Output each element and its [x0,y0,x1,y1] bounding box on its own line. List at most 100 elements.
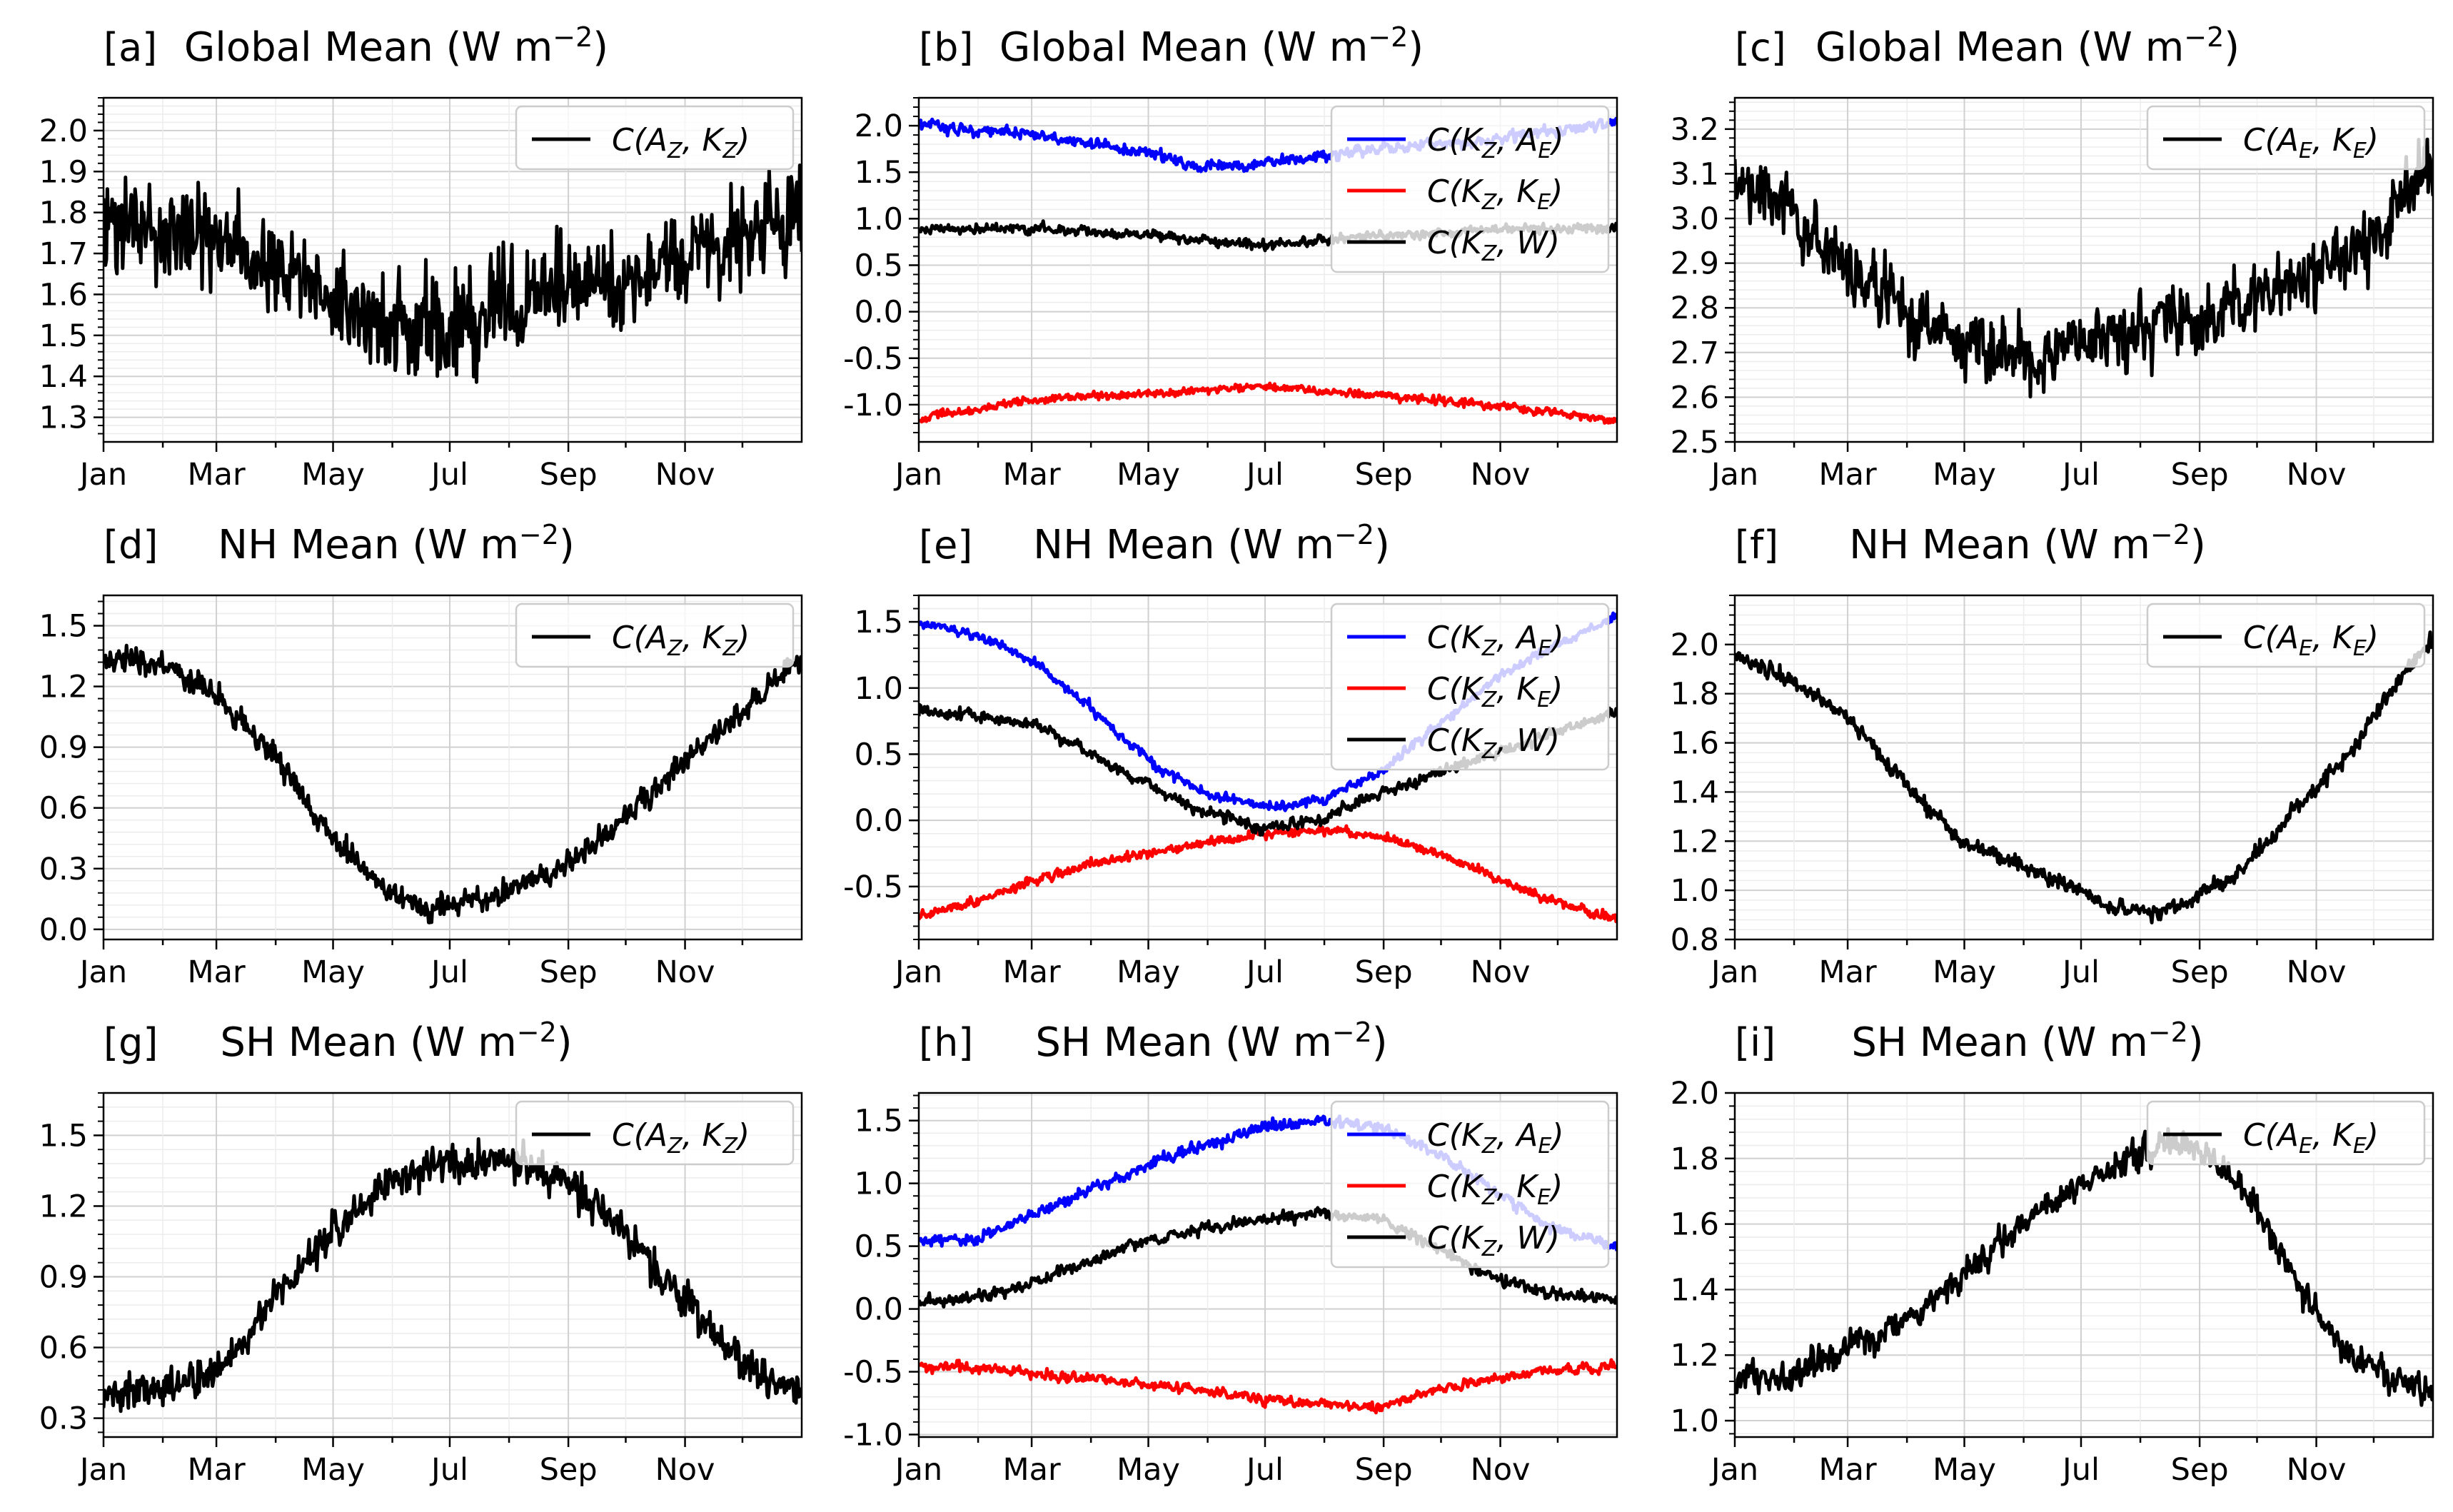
legend: C(AZ​, KZ​) [515,603,795,668]
y-tick-label: 3.1 [1671,156,1719,192]
y-tick-label: 3.0 [1671,201,1719,237]
panel-label: [f] [1735,523,1778,568]
legend-entry-label: C(KZ​, AE​) [1427,1117,1564,1159]
x-axis: Jan Mar May Jul Sep Nov [1709,1437,2375,1488]
series-line-e-2 [919,824,1617,924]
x-tick-label: Nov [2287,1452,2347,1488]
x-tick-label: Mar [1003,954,1061,990]
panel-title: Global Mean (W m−2) [184,21,608,71]
x-tick-label: Mar [1819,457,1877,493]
y-tick-label: 1.4 [39,359,88,395]
y-tick-label: 0.9 [39,1260,88,1296]
x-tick-label: Jan [78,1452,127,1488]
x-axis: Jan Mar May Jul Sep Nov [893,1437,1559,1488]
x-tick-label: Nov [2287,954,2347,990]
series-line-h-2 [919,1358,1617,1415]
x-tick-label: May [1933,1452,1996,1488]
y-tick-label: 1.2 [1671,824,1719,860]
y-tick-label: 1.5 [39,1118,88,1154]
x-axis: Jan Mar May Jul Sep Nov [78,442,744,493]
y-axis: 0.3 0.6 0.9 1.2 1.5 [39,1092,104,1437]
y-tick-label: 1.3 [39,400,88,436]
x-tick-label: Jul [2060,457,2100,493]
y-tick-label: 0.3 [39,1401,88,1437]
y-tick-label: 2.0 [1671,1076,1719,1112]
y-tick-label: 2.7 [1671,336,1719,371]
panel-c: 2.5 2.6 2.7 2.8 2.9 3.0 3.1 3.2 Jan Mar May Jul Sep N… [1671,21,2434,493]
x-tick-label: Sep [2171,1452,2229,1488]
series-line-d-1 [104,643,802,924]
x-tick-label: Mar [188,1452,246,1488]
y-tick-label: 3.2 [1671,112,1719,148]
y-tick-label: -0.5 [843,870,903,905]
y-axis: -0.5 0.0 0.5 1.0 1.5 [843,595,919,940]
legend-entry-label: C(KZ​, AE​) [1427,620,1564,661]
y-axis: 1.0 1.2 1.4 1.6 1.8 2.0 [1671,1076,1735,1439]
panel-label: [a] [104,25,157,70]
legend: C(KZ​, AE​) C(KZ​, KE​) C(KZ​, W) [1330,105,1610,273]
panel-title: SH Mean (W m−2) [1035,1017,1387,1066]
y-tick-label: 0.0 [855,803,903,839]
x-tick-label: Mar [1003,457,1061,493]
x-axis: Jan Mar May Jul Sep Nov [78,939,744,990]
x-tick-label: Jul [1244,954,1284,990]
legend-box [515,603,795,668]
x-tick-label: Jul [1244,457,1284,493]
y-tick-label: 1.6 [39,277,88,313]
series-line-i-1 [1735,1127,2433,1407]
y-tick-label: 1.5 [39,609,88,645]
plot-frame [917,96,1618,443]
legend: C(AZ​, KZ​) [515,105,795,171]
legend-box [2146,1100,2426,1166]
x-tick-label: Nov [2287,457,2347,493]
plot-frame [102,1092,803,1438]
x-axis: Jan Mar May Jul Sep Nov [893,442,1559,493]
y-axis: -1.0 -0.5 0.0 0.5 1.0 1.5 [843,1094,919,1453]
x-axis: Jan Mar May Jul Sep Nov [1709,442,2375,493]
y-tick-label: 2.6 [1671,380,1719,415]
x-tick-label: Sep [1355,457,1413,493]
legend-box [1330,603,1610,771]
panel-title: Global Mean (W m−2) [999,21,1424,71]
y-tick-label: 2.8 [1671,291,1719,326]
series-line-f-1 [1735,630,2433,924]
x-tick-label: Sep [2171,954,2229,990]
plot-frame [1733,96,2434,443]
y-tick-label: 0.0 [855,1292,903,1328]
panel-i: 1.0 1.2 1.4 1.6 1.8 2.0 Jan Mar May Jul Sep Nov [i] S… [1671,1017,2434,1488]
y-tick-label: 1.8 [1671,677,1719,712]
x-axis: Jan Mar May Jul Sep Nov [78,1437,744,1488]
x-tick-label: Jul [429,457,468,493]
y-tick-label: 1.4 [1671,775,1719,810]
y-tick-label: 1.5 [855,1104,903,1139]
legend: C(AZ​, KZ​) [515,1100,795,1166]
legend: C(KZ​, AE​) C(KZ​, KE​) C(KZ​, W) [1330,603,1610,771]
legend-box [515,105,795,171]
plot-frame [917,1092,1618,1438]
panel-title: NH Mean (W m−2) [218,519,575,568]
legend: C(AE​, KE​) [2146,105,2426,171]
grid [1734,1092,2433,1437]
plot-frame [102,594,803,941]
y-tick-label: 2.0 [855,109,903,144]
panel-title: Global Mean (W m−2) [1815,21,2240,71]
x-tick-label: Jan [893,954,942,990]
y-tick-label: -0.5 [843,1355,903,1391]
x-tick-label: Sep [1355,1452,1413,1488]
x-tick-label: May [1117,954,1180,990]
y-tick-label: 1.4 [1671,1272,1719,1308]
x-tick-label: May [1933,457,1996,493]
legend-entry-label: C(KZ​, KE​) [1427,1169,1563,1210]
x-tick-label: Sep [540,1452,598,1488]
grid [103,1092,802,1437]
y-tick-label: 2.0 [1671,628,1719,663]
x-tick-label: May [301,954,365,990]
y-tick-label: 1.0 [855,201,903,237]
x-tick-label: Nov [1471,954,1531,990]
y-tick-label: 2.9 [1671,246,1719,282]
legend: C(AE​, KE​) [2146,1100,2426,1166]
x-tick-label: Mar [1819,954,1877,990]
y-tick-label: 1.2 [39,1189,88,1224]
x-tick-label: Mar [1819,1452,1877,1488]
legend-entry-label: C(KZ​, KE​) [1427,671,1563,712]
